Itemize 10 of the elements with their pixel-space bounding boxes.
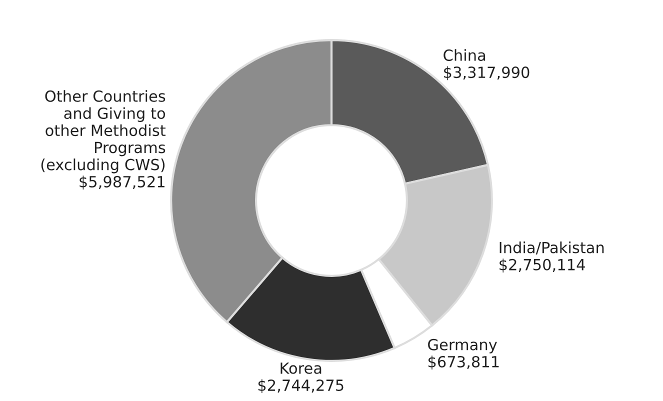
data-label: $2,750,114 xyxy=(500,258,585,272)
slice-label: China xyxy=(444,49,486,61)
data-label: $3,317,990 xyxy=(444,66,530,80)
data-label: $673,811 xyxy=(428,356,499,370)
slice-label: Other Countries and Giving to other Methodist Programs (excluding CWS) xyxy=(41,90,166,174)
slice-label: Germany xyxy=(428,338,497,354)
data-label: $2,744,275 xyxy=(258,379,344,394)
slice-label: India/Pakistan xyxy=(500,241,604,255)
data-label: $5,987,521 xyxy=(80,176,164,190)
slice-label: Korea xyxy=(280,362,322,374)
